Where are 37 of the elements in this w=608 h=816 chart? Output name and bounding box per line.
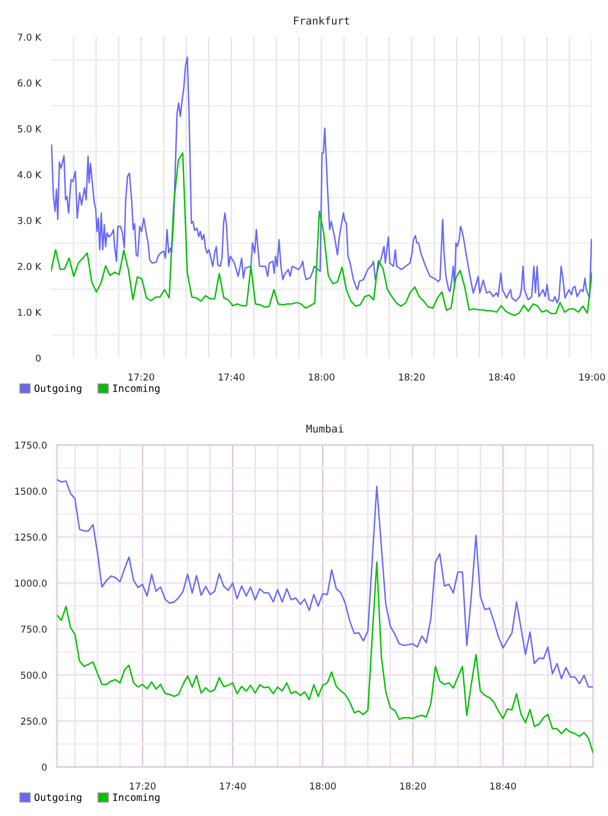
y-tick-label: 1250.0	[15, 534, 47, 541]
y-tick-label: 7.0 K	[18, 34, 42, 41]
y-tick-label: 1500.0	[15, 488, 47, 495]
y-tick-label: 1000.0	[15, 580, 47, 587]
chart-title: Frankfurt	[294, 16, 350, 25]
y-tick-label: 1750.0	[15, 442, 47, 449]
y-tick-label: 4.0 K	[18, 171, 42, 178]
legend-label: Outgoing	[34, 384, 82, 394]
x-tick-label: 17:20	[128, 373, 154, 381]
legend-label: Incoming	[113, 793, 160, 804]
y-tick-label: 3.0 K	[18, 217, 42, 224]
line-series	[57, 561, 593, 754]
y-tick-label: 0	[36, 354, 41, 362]
legend-label: Outgoing	[34, 793, 82, 804]
line-series	[51, 56, 592, 304]
chart-title: Mumbai	[306, 424, 344, 433]
x-tick-label: 18:40	[490, 782, 516, 790]
line-series	[51, 152, 592, 316]
y-tick-label: 750.0	[21, 626, 47, 633]
y-tick-label: 0	[42, 764, 47, 771]
x-tick-label: 19:00	[579, 373, 605, 381]
y-tick-label: 250.0	[20, 718, 47, 725]
x-tick-label: 17:40	[220, 782, 246, 790]
x-tick-label: 18:20	[399, 373, 425, 381]
line-series	[57, 478, 593, 688]
x-tick-label: 17:20	[130, 782, 156, 790]
x-tick-label: 18:00	[308, 373, 334, 381]
legend-label: Incoming	[113, 384, 160, 394]
y-tick-label: 2.0 K	[18, 262, 42, 270]
x-tick-label: 17:40	[218, 373, 244, 381]
x-tick-label: 18:20	[400, 782, 426, 790]
y-tick-label: 500.0	[20, 672, 47, 679]
x-tick-label: 18:40	[489, 373, 515, 381]
y-tick-label: 6.0 K	[18, 79, 42, 87]
x-tick-label: 18:00	[310, 782, 336, 790]
y-tick-label: 1.0 K	[18, 308, 42, 316]
y-tick-label: 5.0 K	[18, 125, 42, 132]
